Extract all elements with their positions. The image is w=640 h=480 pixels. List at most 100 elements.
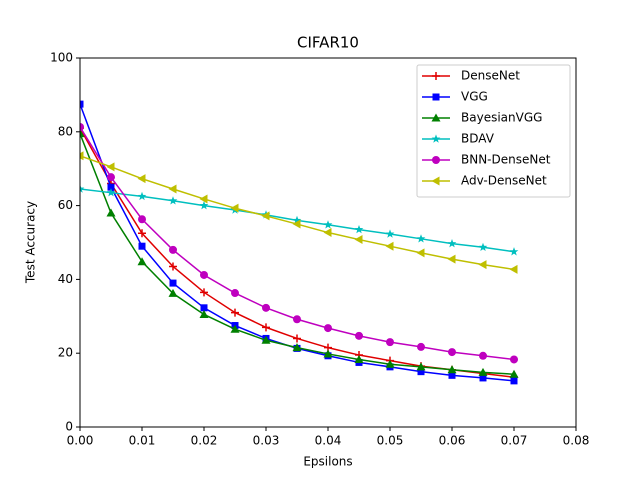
point: [323, 220, 333, 229]
point: [354, 224, 364, 234]
point: [416, 234, 426, 243]
point: [448, 371, 456, 379]
legend-box: [416, 64, 571, 198]
point: [386, 338, 394, 347]
x-tick-label: 0.06: [439, 434, 466, 448]
point: [417, 368, 425, 376]
point: [262, 323, 270, 332]
y-tick-label: 80: [58, 124, 73, 138]
point: [447, 254, 456, 264]
point: [323, 228, 332, 238]
legend-marker: [432, 72, 440, 80]
point: [199, 194, 208, 204]
series: [80, 151, 518, 274]
point: [199, 201, 209, 210]
point: [230, 203, 239, 213]
point: [292, 343, 302, 352]
point: [323, 349, 333, 358]
point: [510, 355, 518, 364]
point: [169, 245, 177, 254]
point: [168, 196, 178, 205]
point: [355, 331, 363, 340]
legend-label: BNN-DenseNet: [461, 153, 551, 167]
point: [80, 184, 85, 193]
point: [80, 151, 84, 161]
point: [169, 262, 177, 271]
y-tick-label: 40: [58, 272, 73, 286]
legend-marker: [432, 156, 440, 164]
point: [107, 183, 115, 191]
point: [80, 129, 85, 138]
point: [385, 229, 395, 238]
point: [262, 303, 270, 312]
point: [447, 365, 457, 374]
point: [106, 188, 116, 197]
point: [416, 362, 426, 371]
x-tick-label: 0.02: [191, 434, 218, 448]
y-axis-label: Test Accuracy: [24, 201, 38, 284]
point: [137, 174, 146, 184]
point: [200, 288, 208, 297]
legend-marker: [431, 113, 441, 122]
point: [199, 309, 209, 318]
point: [509, 264, 518, 274]
point: [448, 348, 456, 357]
point: [80, 123, 84, 132]
point: [385, 241, 394, 251]
x-tick-label: 0.04: [315, 434, 342, 448]
point: [168, 184, 177, 194]
series: [80, 123, 518, 364]
point: [479, 374, 487, 382]
point: [292, 215, 302, 225]
point: [200, 304, 208, 312]
point: [261, 335, 271, 344]
point: [137, 257, 147, 266]
point: [479, 351, 487, 360]
point: [478, 242, 488, 252]
y-tick-label: 60: [58, 198, 73, 212]
point: [200, 270, 208, 279]
point: [293, 315, 301, 324]
y-tick-label: 100: [50, 51, 73, 65]
point: [231, 289, 239, 298]
point: [138, 229, 146, 238]
point: [417, 342, 425, 351]
x-tick-label: 0.00: [67, 434, 94, 448]
point: [510, 377, 518, 385]
point: [292, 219, 301, 229]
x-tick-label: 0.03: [253, 434, 280, 448]
series: [80, 129, 519, 378]
x-tick-label: 0.05: [377, 434, 404, 448]
point: [293, 334, 301, 343]
x-axis-label: Epsilons: [303, 455, 352, 469]
point: [168, 288, 178, 297]
legend-marker: [431, 134, 441, 143]
legend-label: BayesianVGG: [461, 111, 542, 125]
point: [447, 239, 457, 248]
point: [231, 308, 239, 317]
point: [261, 211, 270, 221]
legend-marker: [432, 93, 440, 101]
legend-marker: [431, 176, 440, 186]
legend-label: Adv-DenseNet: [461, 174, 547, 188]
legend-label: BDAV: [461, 132, 495, 146]
point: [138, 242, 146, 250]
y-tick-label: 20: [58, 346, 73, 360]
point: [106, 162, 115, 172]
point: [509, 247, 519, 256]
point: [385, 359, 395, 368]
point: [230, 324, 240, 333]
point: [509, 369, 519, 378]
chart-title: CIFAR10: [297, 34, 359, 52]
point: [137, 191, 147, 201]
x-tick-label: 0.01: [129, 434, 156, 448]
point: [324, 324, 332, 333]
point: [478, 260, 487, 270]
x-tick-label: 0.08: [563, 434, 590, 448]
y-tick-label: 0: [65, 420, 73, 434]
point: [138, 215, 146, 224]
point: [354, 354, 364, 363]
point: [169, 279, 177, 287]
point: [107, 173, 115, 182]
